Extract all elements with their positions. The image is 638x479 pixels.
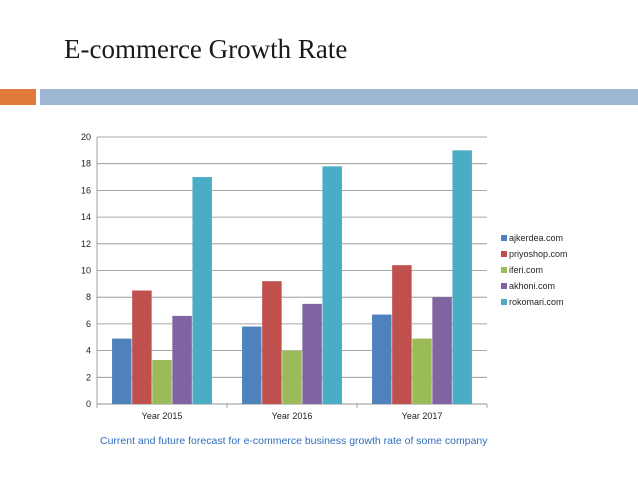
y-tick-label: 16: [81, 185, 91, 195]
x-tick-label: Year 2015: [142, 411, 183, 420]
y-tick-label: 8: [86, 292, 91, 302]
accent-bar-orange: [0, 89, 36, 105]
bar: [302, 303, 322, 404]
y-tick-label: 2: [86, 372, 91, 382]
y-tick-label: 18: [81, 159, 91, 169]
legend-swatch: [501, 267, 507, 273]
legend-label: ajkerdea.com: [509, 233, 563, 243]
bar: [242, 326, 262, 404]
x-tick-label: Year 2016: [272, 411, 313, 420]
bar: [432, 297, 452, 404]
bar: [132, 290, 152, 404]
bar: [322, 166, 342, 404]
slide-title: E-commerce Growth Rate: [64, 34, 348, 64]
y-tick-label: 10: [81, 266, 91, 276]
y-tick-label: 6: [86, 319, 91, 329]
legend-label: priyoshop.com: [509, 249, 568, 259]
bar: [152, 359, 172, 404]
legend-swatch: [501, 299, 507, 305]
bar: [112, 338, 132, 404]
legend-swatch: [501, 251, 507, 257]
bar: [392, 265, 412, 404]
y-tick-label: 14: [81, 212, 91, 222]
y-tick-label: 4: [86, 346, 91, 356]
legend-label: rokomari.com: [509, 297, 564, 307]
legend-label: akhoni.com: [509, 281, 555, 291]
x-tick-label: Year 2017: [402, 411, 443, 420]
legend-swatch: [501, 235, 507, 241]
bar: [282, 350, 302, 404]
bar: [412, 338, 432, 404]
bar: [372, 314, 392, 404]
bar: [172, 315, 192, 404]
accent-bar-blue: [40, 89, 638, 105]
y-tick-label: 12: [81, 239, 91, 249]
bar: [192, 177, 212, 404]
y-tick-label: 0: [86, 399, 91, 409]
legend-label: iferi.com: [509, 265, 543, 275]
chart-caption: Current and future forecast for e-commer…: [100, 435, 488, 447]
bar: [452, 150, 472, 404]
legend-swatch: [501, 283, 507, 289]
bar-chart: 0 2 4 6 8 10 12 14 16 18 20 Year 2015 Year 2016 Year …: [81, 132, 568, 420]
bar: [262, 281, 282, 404]
y-tick-label: 20: [81, 132, 91, 142]
